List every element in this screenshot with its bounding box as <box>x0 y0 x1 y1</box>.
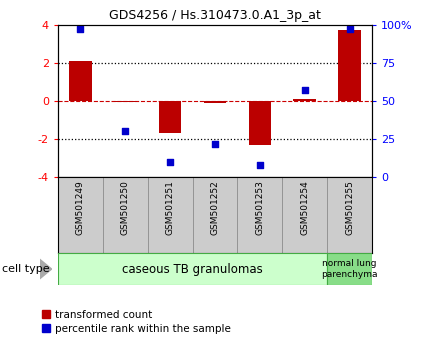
Bar <box>69 61 92 101</box>
Point <box>301 87 308 93</box>
Point <box>167 159 174 165</box>
Title: GDS4256 / Hs.310473.0.A1_3p_at: GDS4256 / Hs.310473.0.A1_3p_at <box>109 9 321 22</box>
Point <box>256 162 263 168</box>
Bar <box>249 101 271 145</box>
Text: GSM501249: GSM501249 <box>76 180 85 235</box>
Bar <box>327 177 372 253</box>
Point <box>122 129 129 134</box>
Bar <box>103 177 148 253</box>
Text: GSM501252: GSM501252 <box>211 180 219 235</box>
Bar <box>282 177 327 253</box>
Bar <box>193 177 237 253</box>
Bar <box>204 101 226 103</box>
Bar <box>338 30 361 101</box>
Bar <box>58 253 327 285</box>
Legend: transformed count, percentile rank within the sample: transformed count, percentile rank withi… <box>42 310 231 334</box>
Bar <box>293 99 316 101</box>
Bar <box>159 101 181 133</box>
Polygon shape <box>40 259 52 279</box>
Point <box>346 27 353 32</box>
Text: GSM501250: GSM501250 <box>121 180 130 235</box>
Bar <box>58 177 103 253</box>
Text: normal lung
parenchyma: normal lung parenchyma <box>321 259 378 279</box>
Bar <box>327 253 372 285</box>
Text: GSM501253: GSM501253 <box>255 180 264 235</box>
Text: GSM501251: GSM501251 <box>166 180 175 235</box>
Text: GSM501254: GSM501254 <box>300 180 309 235</box>
Bar <box>148 177 193 253</box>
Text: GSM501255: GSM501255 <box>345 180 354 235</box>
Bar <box>114 101 137 102</box>
Text: caseous TB granulomas: caseous TB granulomas <box>122 263 263 275</box>
Point <box>212 141 218 146</box>
Point <box>77 27 84 32</box>
Bar <box>237 177 282 253</box>
Text: cell type: cell type <box>2 264 50 274</box>
